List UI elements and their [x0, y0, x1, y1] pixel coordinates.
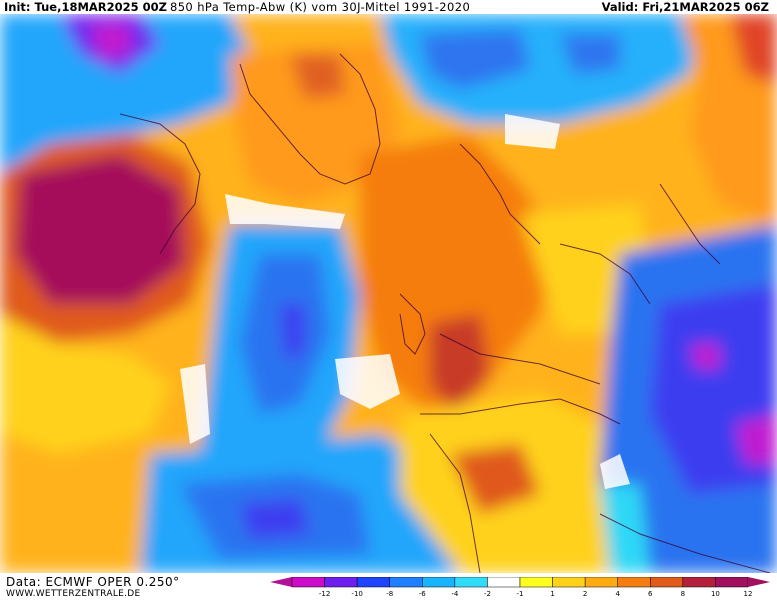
legend-swatch — [552, 576, 586, 588]
legend-tick-label: -2 — [484, 590, 491, 597]
legend-tick-label: 4 — [615, 590, 620, 597]
legend-tick-label: -10 — [351, 590, 362, 597]
legend-swatch — [682, 576, 716, 588]
legend-swatch — [422, 576, 456, 588]
legend-swatch — [454, 576, 488, 588]
map-title: 850 hPa Temp-Abw (K) vom 30J-Mittel 1991… — [170, 0, 471, 14]
neutral-patches — [180, 114, 630, 489]
legend-tick-label: 1 — [550, 590, 554, 597]
anomaly-field — [0, 14, 777, 573]
color-legend: -12 -10 -8 -6 -4 -2 -1 1 2 4 6 8 10 12 — [270, 576, 770, 598]
legend-swatch — [584, 576, 618, 588]
header-bar: Init: Tue,18MAR2025 00Z 850 hPa Temp-Abw… — [0, 0, 777, 14]
legend-tick-label: -6 — [419, 590, 427, 597]
legend-swatch — [650, 576, 684, 588]
legend-tick-label: 2 — [583, 590, 587, 597]
legend-swatch — [291, 576, 325, 588]
legend-tick-label: 8 — [681, 590, 685, 597]
data-source-label: Data: ECMWF OPER 0.250° — [6, 575, 180, 589]
legend-cap-left — [270, 577, 292, 587]
legend-swatch — [617, 576, 651, 588]
legend-tick-label: -4 — [451, 590, 459, 597]
init-time: Init: Tue,18MAR2025 00Z — [4, 0, 167, 14]
legend-tick-label: -8 — [386, 590, 393, 597]
legend-tick-label: 10 — [711, 590, 720, 597]
legend-tick-label: 12 — [744, 590, 753, 597]
legend-cap-right — [748, 577, 770, 587]
legend-swatch — [356, 576, 390, 588]
legend-tick-label: -1 — [517, 590, 524, 597]
legend-swatch — [389, 576, 423, 588]
legend-swatch — [519, 576, 553, 588]
website-label: WWW.WETTERZENTRALE.DE — [6, 589, 141, 599]
legend-tick-label: -12 — [319, 590, 330, 597]
coastlines — [119, 53, 771, 573]
legend-tick-label: 6 — [648, 590, 653, 597]
legend-swatch — [487, 576, 521, 588]
legend-swatch — [715, 576, 749, 588]
valid-time: Valid: Fri,21MAR2025 06Z — [601, 0, 769, 14]
temperature-anomaly-map — [0, 14, 777, 573]
legend-swatch — [324, 576, 358, 588]
